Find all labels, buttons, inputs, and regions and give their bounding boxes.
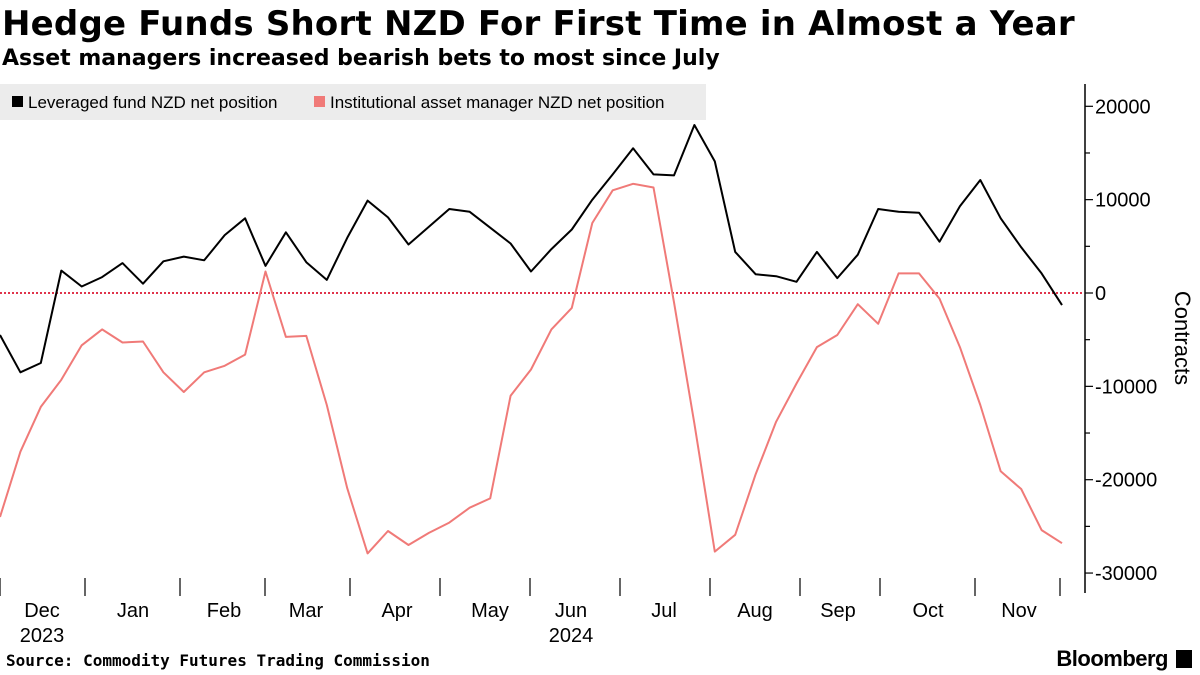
x-tick-label: Jun bbox=[555, 600, 587, 622]
y-tick-label: -30000 bbox=[1095, 563, 1157, 585]
x-tick-label: Sep bbox=[820, 600, 856, 622]
y-tick-label: 10000 bbox=[1095, 190, 1151, 212]
x-tick-label: Mar bbox=[289, 600, 324, 622]
x-tick-label: Jan bbox=[117, 600, 149, 622]
x-tick-label: May bbox=[471, 600, 509, 622]
line-chart: Leveraged fund NZD net position Instituti… bbox=[0, 84, 1195, 647]
x-tick-label: Aug bbox=[737, 600, 773, 622]
series-line-2 bbox=[0, 182, 1063, 555]
y-axis-label: Contracts bbox=[1170, 291, 1195, 385]
legend-label-1: Leveraged fund NZD net position bbox=[28, 93, 278, 112]
y-tick-label: 0 bbox=[1095, 283, 1106, 305]
legend-label-2: Institutional asset manager NZD net posi… bbox=[330, 93, 665, 112]
bloomberg-logo: Bloomberg bbox=[1056, 646, 1168, 671]
legend-background bbox=[0, 84, 706, 120]
x-tick-year-label: 2023 bbox=[20, 625, 65, 647]
x-tick-label: Feb bbox=[207, 600, 241, 622]
x-tick-label: Oct bbox=[912, 600, 944, 622]
chart-title: Hedge Funds Short NZD For First Time in … bbox=[2, 4, 1075, 44]
legend-swatch-1 bbox=[12, 96, 23, 107]
series-line-1 bbox=[0, 124, 1063, 374]
bloomberg-terminal-icon bbox=[1176, 650, 1192, 668]
y-tick-label: -10000 bbox=[1095, 376, 1157, 398]
x-tick-label: Apr bbox=[381, 600, 412, 622]
legend-swatch-2 bbox=[314, 96, 325, 107]
source-note: Source: Commodity Futures Trading Commis… bbox=[6, 651, 430, 670]
x-tick-label: Jul bbox=[651, 600, 677, 622]
y-tick-label: -20000 bbox=[1095, 470, 1157, 492]
x-tick-label: Dec bbox=[24, 600, 60, 622]
x-tick-label: Nov bbox=[1001, 600, 1037, 622]
x-tick-year-label: 2024 bbox=[549, 625, 594, 647]
y-tick-label: 20000 bbox=[1095, 96, 1151, 118]
chart-subtitle: Asset managers increased bearish bets to… bbox=[2, 46, 720, 71]
